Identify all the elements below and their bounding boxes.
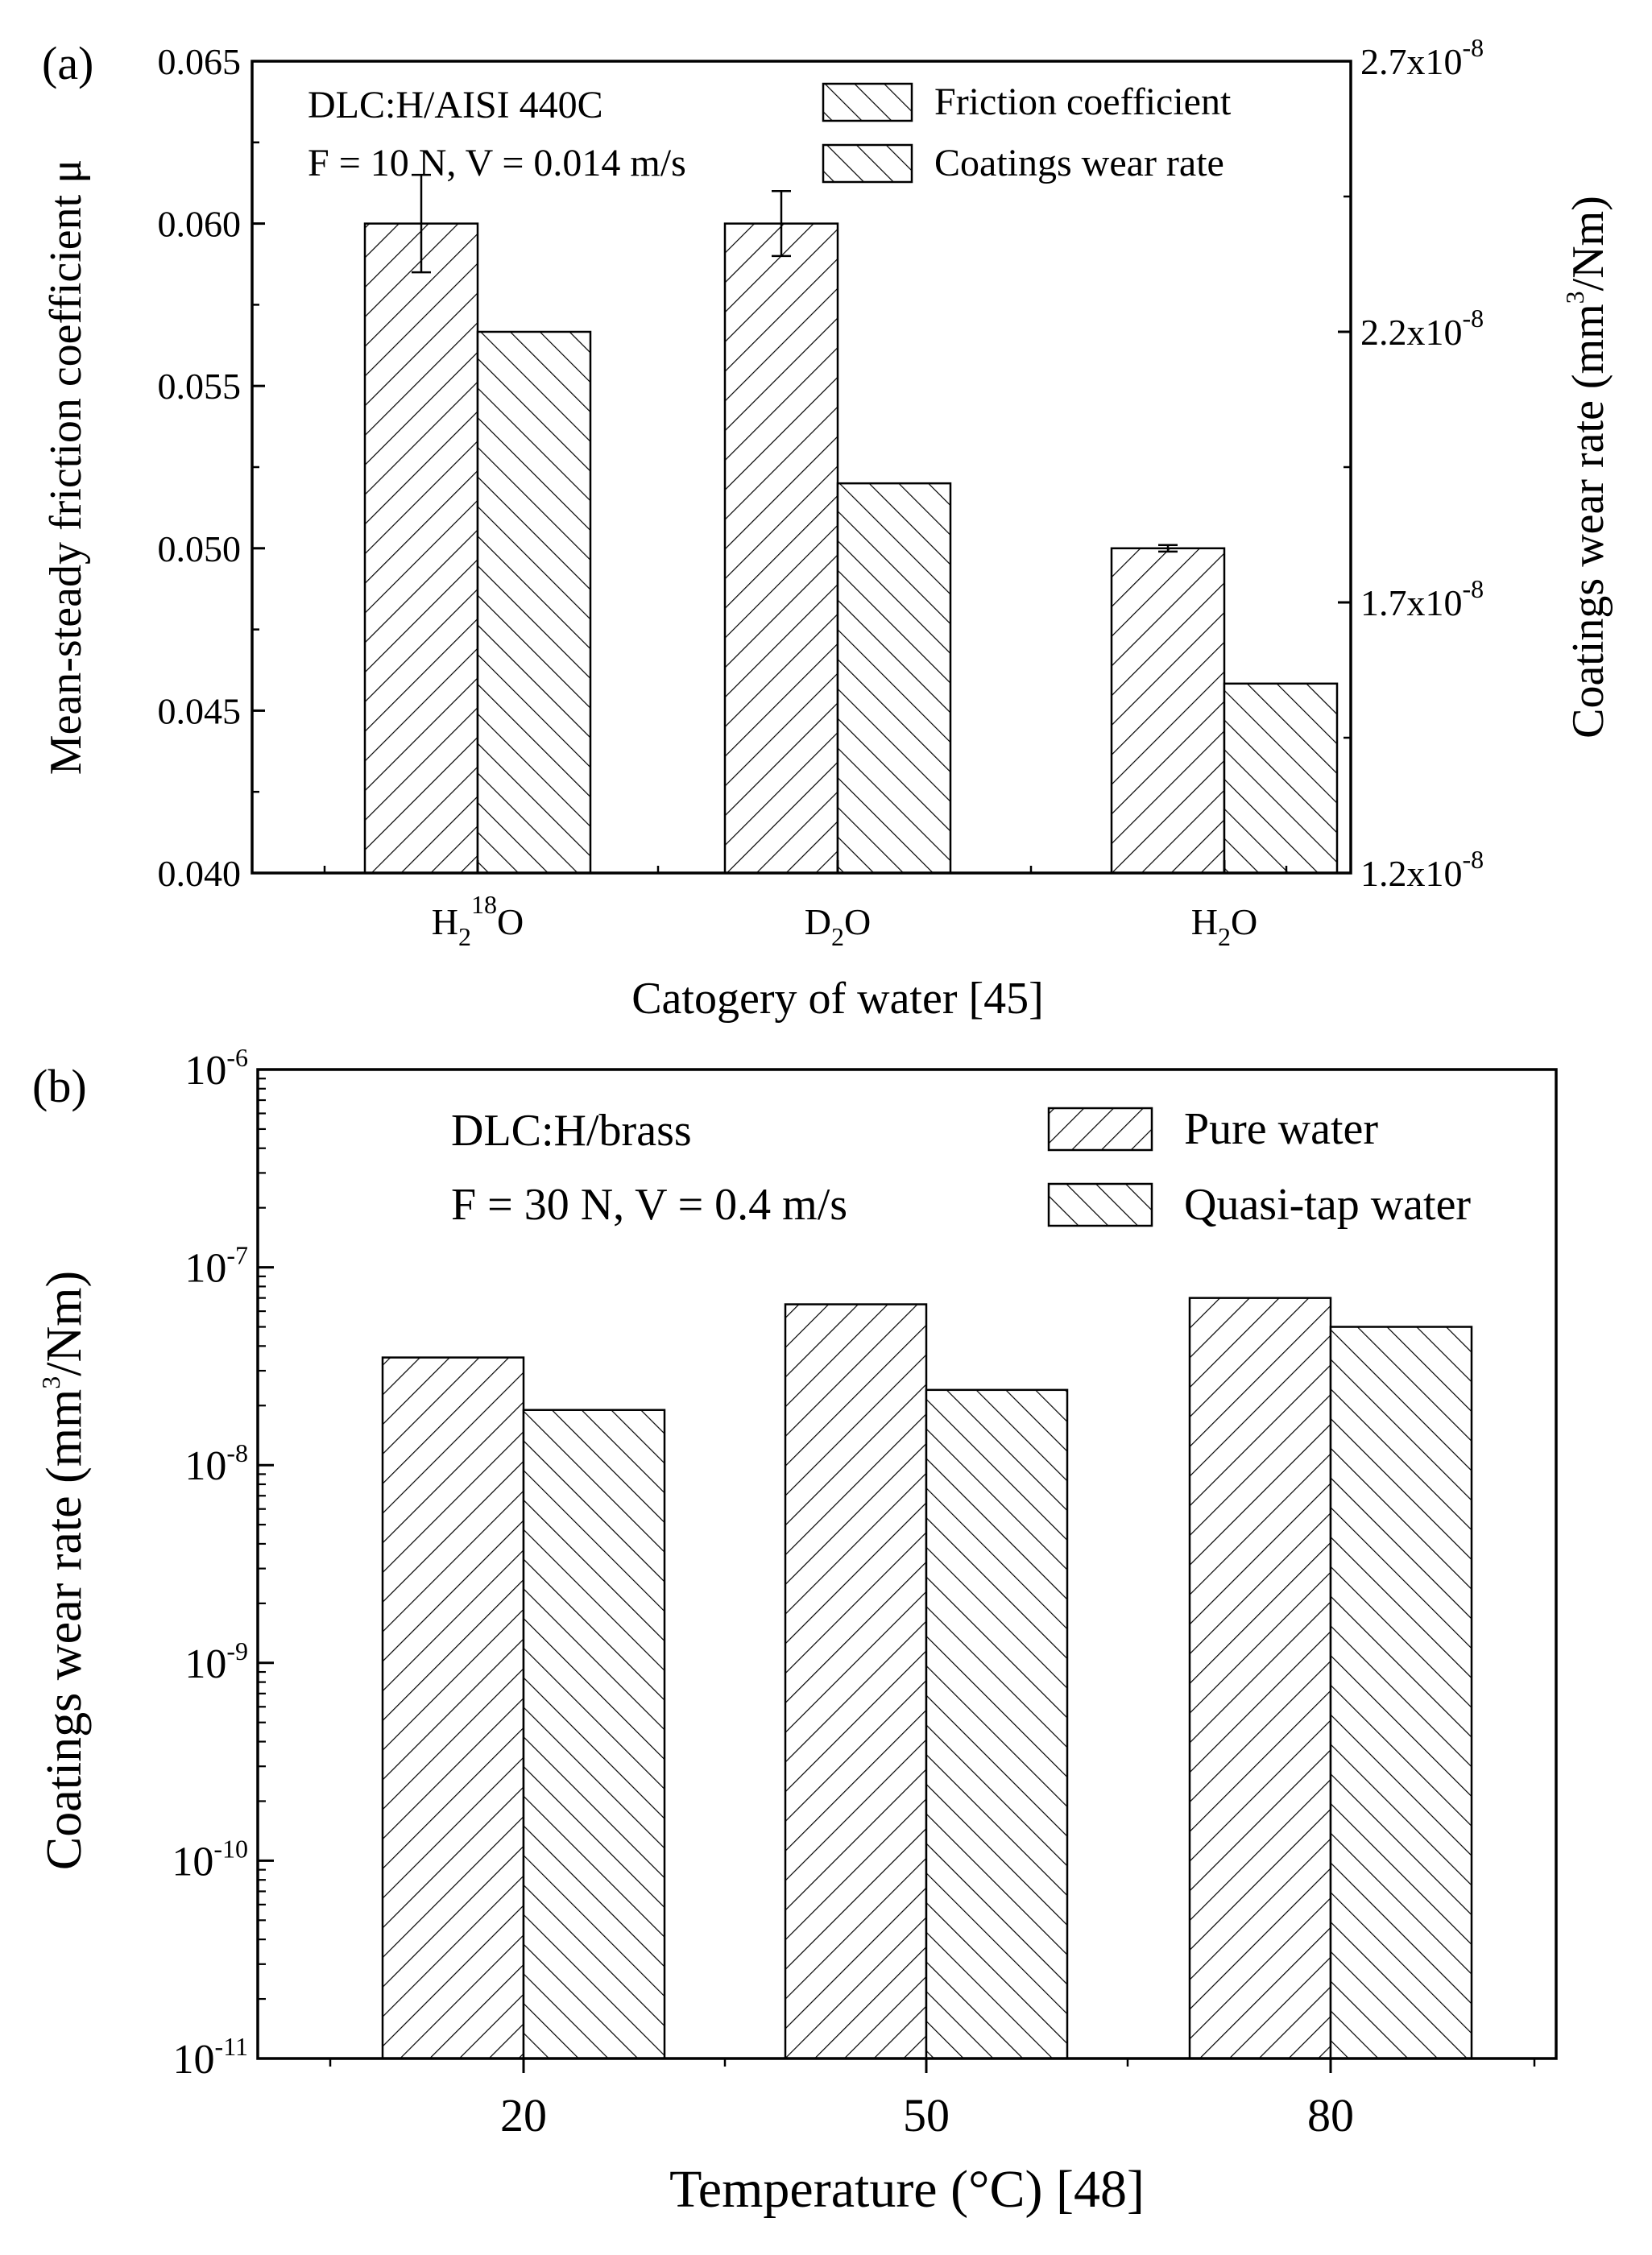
y-tick-label: 10-11 [173,2032,248,2083]
y-tick-label: 0.055 [158,366,242,407]
panel-a-y2-label: Coatings wear rate (mm3/Nm) [1560,196,1613,739]
bar-wear-rate [836,482,952,875]
panel-a-x-ticks: H218O D2O H2O [323,860,1288,951]
x-tick-label: 20 [500,2089,547,2141]
bar-pure-water [381,1356,525,2060]
y-tick-label: 0.040 [158,853,242,894]
x-tick-label: 80 [1307,2089,1354,2141]
y2-tick-label: 2.2x10-8 [1360,304,1484,353]
panel-b-label: (b) [32,1060,87,1112]
y2-tick-label: 1.7x10-8 [1360,574,1484,623]
bar-wear-rate [476,330,592,875]
panel-b-frame [256,1068,1558,2060]
panel-a-y-label: Mean-steady friction coefficient μ [41,159,91,775]
panel-a-annotation-conditions: F = 10 N, V = 0.014 m/s [308,142,686,184]
legend-swatch-wear [822,143,913,184]
panel-b-x-ticks: 20 50 80 [329,2058,1536,2141]
panel-a-right-ticks: 1.2x10-8 1.7x10-8 2.2x10-8 2.7x10-8 [1338,33,1484,894]
y2-tick-label: 2.7x10-8 [1360,33,1484,82]
y-tick-label: 10-9 [184,1636,248,1687]
bar-quasi-tap-water [522,1409,666,2060]
panel-a-bars [363,173,1339,875]
panel-b-legend: Pure water Quasi-tap water [1047,1104,1471,1230]
panel-a-x-label: Catogery of water [45] [631,974,1044,1024]
x-tick-label: H218O [432,890,524,951]
legend-swatch-quasi-tap-water [1047,1182,1153,1227]
panel-b-y-ticks: 10-11 10-10 10-9 10-8 10-7 10-6 [172,1043,274,2083]
legend-label-quasi-tap-water: Quasi-tap water [1184,1180,1471,1230]
panel-a-frame [250,60,1352,875]
legend-label-wear: Coatings wear rate [934,142,1224,184]
panel-a-annotation-material: DLC:H/AISI 440C [308,84,603,126]
bar-pure-water [1188,1297,1332,2060]
panel-b-y-label: Coatings wear rate (mm3/Nm) [36,1271,92,1870]
panel-b-annotation-material: DLC:H/brass [451,1106,692,1156]
panel-b-annotation-conditions: F = 30 N, V = 0.4 m/s [451,1180,847,1230]
panel-a-label: (a) [42,37,93,89]
bar-wear-rate [1223,682,1339,875]
panel-b-x-label: Temperature (°C) [48] [669,2160,1145,2219]
y-tick-label: 0.060 [158,204,242,245]
legend-swatch-pure-water [1047,1107,1153,1152]
legend-label-friction: Friction coefficient [934,81,1232,123]
legend-label-pure-water: Pure water [1184,1104,1378,1154]
y-tick-label: 0.050 [158,528,242,569]
y-tick-label: 10-8 [184,1438,248,1489]
panel-b-bars [381,1297,1473,2060]
bar-pure-water [784,1303,928,2060]
y-tick-label: 10-10 [172,1834,248,1885]
panel-a-left-ticks: 0.040 0.045 0.050 0.055 0.060 0.065 [158,41,265,894]
y2-tick-label: 1.2x10-8 [1360,845,1484,894]
x-tick-label: H2O [1191,901,1257,951]
bar-quasi-tap-water [925,1388,1069,2060]
bar-friction [363,222,479,875]
bar-friction [723,222,839,875]
y-tick-label: 0.065 [158,41,242,82]
bar-friction [1110,547,1226,875]
x-tick-label: 50 [903,2089,950,2141]
y-tick-label: 10-6 [184,1043,248,1094]
y-tick-label: 0.045 [158,690,242,731]
y-tick-label: 10-7 [184,1241,248,1292]
legend-swatch-friction [822,82,913,122]
x-tick-label: D2O [805,901,871,951]
panel-b: (b) 10-11 10-10 10-9 10-8 10-7 10-6 20 50 80 DL… [32,1043,1558,2219]
panel-a: (a) 0.040 0.045 0.050 0.055 0.060 0.065 1.2x1… [41,33,1613,1024]
panel-a-legend: Friction coefficient Coatings wear rate [822,81,1232,184]
bar-quasi-tap-water [1329,1326,1473,2060]
